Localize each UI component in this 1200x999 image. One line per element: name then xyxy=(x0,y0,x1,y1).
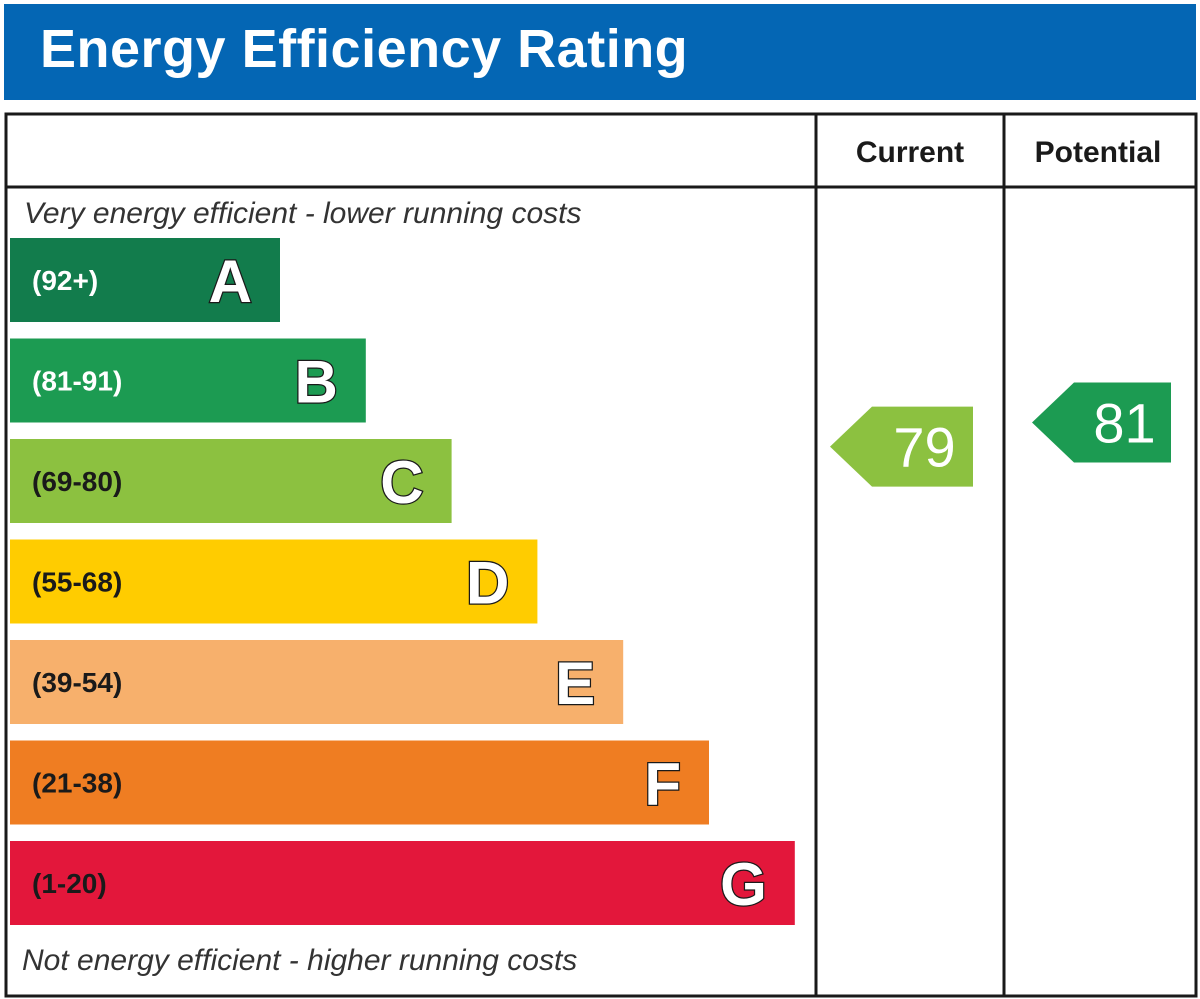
potential-rating-value: 81 xyxy=(1093,392,1155,455)
band-d-letter: D xyxy=(466,550,509,617)
rating-scores: 79 81 xyxy=(830,382,1171,487)
band-g: (1-20) G xyxy=(10,841,795,925)
band-g-letter: G xyxy=(720,851,767,918)
band-g-bar xyxy=(10,841,795,925)
current-rating-arrow xyxy=(830,406,973,487)
band-a: (92+) A xyxy=(10,238,280,322)
band-e-letter: E xyxy=(555,650,595,717)
band-b: (81-91) B xyxy=(10,338,366,423)
chart-title: Energy Efficiency Rating xyxy=(40,19,689,79)
band-b-bar xyxy=(10,338,366,423)
band-f-range: (21-38) xyxy=(32,768,122,799)
band-c-range: (69-80) xyxy=(32,466,122,497)
band-f: (21-38) F xyxy=(10,740,709,825)
potential-column-header: Potential xyxy=(1035,136,1162,169)
band-f-bar xyxy=(10,740,709,825)
band-a-bar xyxy=(10,238,280,322)
rating-bands: (92+) A (81-91) B (69-80) C (55-68) D (39-54) E (2… xyxy=(10,238,795,925)
band-a-range: (92+) xyxy=(32,265,98,296)
potential-rating: 81 xyxy=(1032,382,1171,463)
band-c-letter: C xyxy=(380,449,423,516)
current-rating: 79 xyxy=(830,406,973,487)
band-b-range: (81-91) xyxy=(32,366,122,397)
band-f-letter: F xyxy=(644,751,681,818)
table-border xyxy=(4,112,1198,998)
current-column-header: Current xyxy=(856,136,964,169)
current-rating-value: 79 xyxy=(893,416,955,479)
potential-rating-arrow xyxy=(1032,382,1171,463)
efficient-note: Very energy efficient - lower running co… xyxy=(24,197,581,230)
title-bar: Energy Efficiency Rating xyxy=(4,4,1196,100)
band-e: (39-54) E xyxy=(10,640,624,724)
band-e-bar xyxy=(10,640,624,724)
band-b-letter: B xyxy=(294,349,337,416)
band-d-bar xyxy=(10,539,538,624)
band-e-range: (39-54) xyxy=(32,667,122,698)
table-frame xyxy=(4,112,1198,998)
inefficient-note: Not energy efficient - higher running co… xyxy=(22,944,577,977)
band-c-bar xyxy=(10,439,452,523)
band-a-letter: A xyxy=(209,248,252,315)
band-d-range: (55-68) xyxy=(32,567,122,598)
band-d: (55-68) D xyxy=(10,539,538,624)
band-c: (69-80) C xyxy=(10,439,452,523)
band-g-range: (1-20) xyxy=(32,868,107,899)
